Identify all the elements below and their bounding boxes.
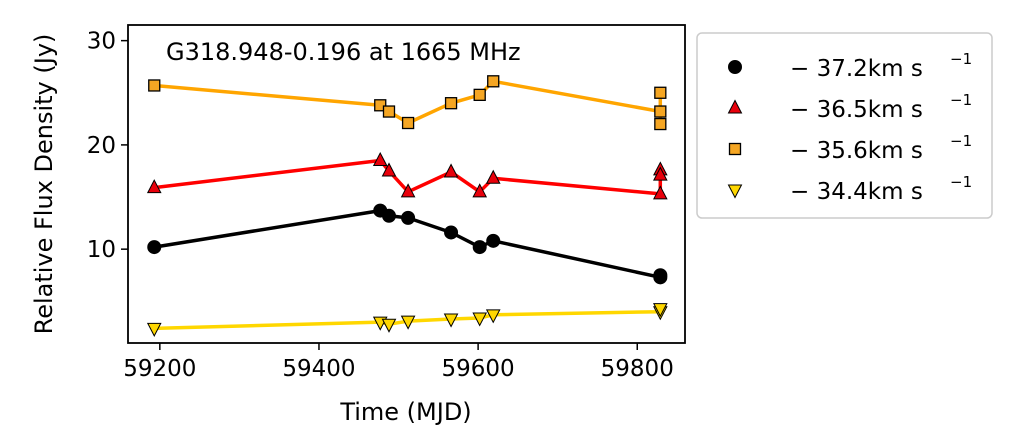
data-point: [443, 313, 459, 328]
data-point: [444, 225, 459, 240]
legend: − 37.2km s −1− 36.5km s −1− 35.6km s −1− 34…: [696, 32, 993, 219]
x-tick-label: 59800: [601, 356, 674, 382]
data-point: [372, 151, 388, 167]
legend-marker: [728, 60, 742, 74]
legend-label: − 35.6km s: [790, 138, 923, 164]
legend-marker: [728, 142, 742, 156]
legend-marker: [727, 184, 743, 199]
data-point: [146, 322, 162, 337]
data-point: [382, 105, 396, 118]
data-point: [381, 208, 396, 223]
x-tick-label: 59400: [282, 356, 355, 382]
x-tick-label: 59600: [442, 356, 515, 382]
data-point: [146, 179, 162, 194]
series-2: [146, 151, 668, 200]
ticks-layer: 59200 59400 59600 59800 10 20 30: [87, 29, 674, 382]
series-layer: [146, 75, 668, 337]
legend-label: − 37.2km s: [790, 56, 923, 82]
x-axis-label: Time (MJD): [339, 398, 471, 426]
y-tick-label: 20: [87, 133, 116, 159]
legend-frame: [696, 32, 993, 219]
data-point: [653, 303, 668, 318]
data-point: [444, 97, 458, 110]
legend-label-superscript: −1: [950, 91, 972, 109]
data-point: [487, 75, 500, 88]
data-point: [485, 309, 501, 324]
legend-label: − 36.5km s: [790, 97, 923, 123]
y-axis-label: Relative Flux Density (Jy): [30, 34, 58, 335]
data-point: [148, 79, 161, 92]
data-point: [654, 117, 667, 131]
data-point: [381, 318, 397, 333]
data-point: [653, 166, 668, 181]
data-point: [486, 233, 501, 248]
plot-frame: [127, 24, 686, 344]
data-point: [654, 105, 667, 118]
series-1: [147, 203, 668, 285]
legend-entry: − 36.5km s −1: [727, 91, 972, 123]
legend-label-superscript: −1: [950, 173, 972, 191]
legend-entry: − 35.6km s −1: [728, 132, 972, 164]
legend-label-superscript: −1: [950, 132, 972, 150]
series-4: [146, 303, 668, 337]
y-tick-label: 30: [87, 29, 116, 55]
y-tick-label: 10: [87, 237, 116, 263]
chart-title: G318.948-0.196 at 1665 MHz: [166, 38, 521, 66]
data-point: [472, 240, 487, 255]
data-point: [472, 312, 488, 327]
legend-entry: − 37.2km s −1: [728, 50, 972, 82]
legend-label-superscript: −1: [950, 50, 972, 68]
data-point: [147, 240, 162, 255]
x-tick-label: 59200: [123, 356, 196, 382]
data-point: [472, 183, 488, 198]
data-point: [401, 210, 416, 225]
data-point: [400, 183, 416, 198]
data-point: [653, 185, 668, 200]
legend-marker: [727, 99, 743, 114]
data-point: [374, 99, 387, 112]
data-point: [654, 86, 667, 99]
data-point: [381, 162, 397, 177]
data-point: [400, 315, 416, 330]
data-point: [401, 116, 415, 130]
legend-label: − 34.4km s: [790, 179, 923, 205]
data-point: [653, 268, 668, 283]
series-3: [148, 75, 667, 131]
data-point: [485, 169, 501, 184]
data-point: [473, 88, 486, 102]
data-point: [443, 163, 459, 178]
legend-entry: − 34.4km s −1: [727, 173, 972, 205]
